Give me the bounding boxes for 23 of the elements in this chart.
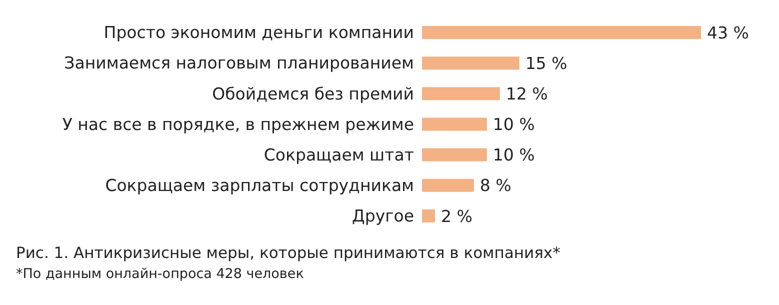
bar: [422, 56, 520, 70]
bar: [422, 209, 435, 222]
y-tick-label: У нас все в порядке, в прежнем режиме: [62, 114, 414, 134]
bar: [422, 118, 487, 131]
bar: [422, 87, 500, 100]
bar: [422, 178, 474, 192]
bar: [422, 148, 487, 162]
y-tick-label: Обойдемся без премий: [212, 84, 414, 104]
y-tick-label: Занимаемся налоговым планированием: [64, 54, 414, 73]
data-label: 8 %: [480, 176, 512, 196]
y-tick-label: Другое: [352, 206, 414, 226]
y-tick-label: Просто экономим деньги компании: [104, 23, 414, 42]
data-label: 10 %: [492, 146, 535, 165]
data-label: 15 %: [525, 54, 568, 73]
text: *По данным онлайн-опроса 428 человек: [16, 266, 305, 282]
y-tick-label: Сокращаем зарплаты сотрудникам: [105, 176, 414, 195]
data-label: 2 %: [440, 206, 472, 226]
data-label: 43 %: [707, 23, 749, 42]
y-tick-label: Сокращаем штат: [264, 145, 414, 164]
data-label: 12 %: [506, 84, 548, 104]
text: Рис. 1. Антикризисные меры, которые принимаются в компаниях*: [16, 244, 562, 262]
bar: [422, 26, 701, 39]
data-label: 10 %: [492, 115, 535, 134]
